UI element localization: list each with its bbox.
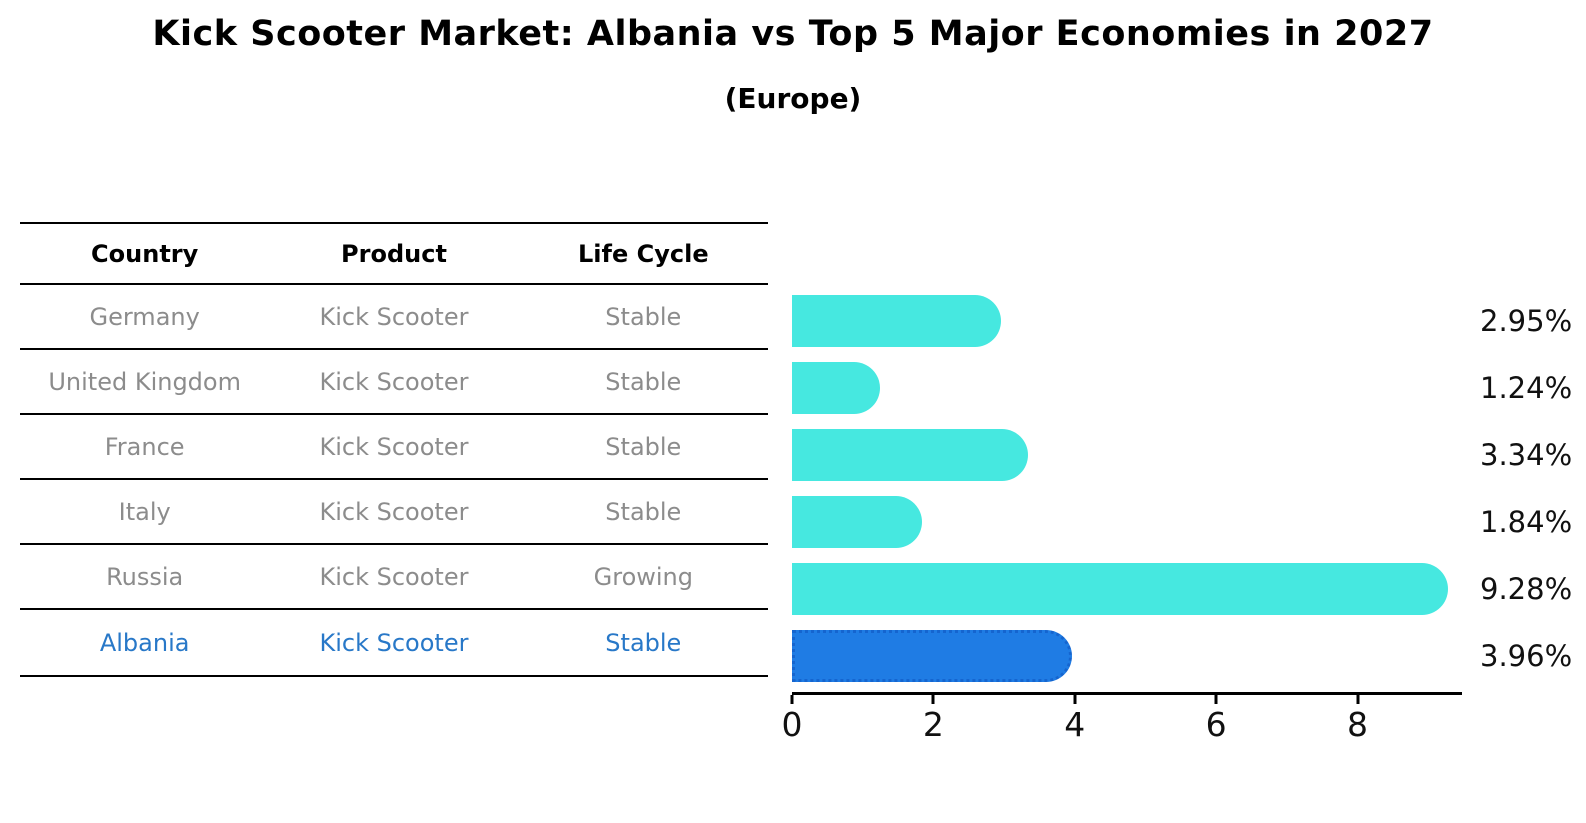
col-header-lifecycle: Life Cycle bbox=[578, 239, 709, 268]
cell-lifecycle: Growing bbox=[593, 562, 693, 591]
bar-germany bbox=[792, 294, 1001, 347]
x-axis-ticks: 0 2 4 6 8 bbox=[782, 695, 1460, 755]
value-label-france: 3.34% bbox=[1480, 437, 1573, 472]
x-axis-tick: 6 bbox=[1206, 695, 1227, 744]
table-row-germany: Germany Kick Scooter Stable bbox=[20, 285, 768, 350]
bar-row-france: 3.34% bbox=[792, 421, 1586, 488]
cell-lifecycle: Stable bbox=[605, 432, 682, 461]
value-label-russia: 9.28% bbox=[1480, 571, 1573, 606]
table-row-italy: Italy Kick Scooter Stable bbox=[20, 480, 768, 545]
cell-lifecycle: Stable bbox=[605, 628, 682, 657]
tick-mark bbox=[1214, 695, 1218, 704]
cell-product: Kick Scooter bbox=[319, 497, 469, 526]
plot-area bbox=[792, 488, 1460, 555]
cell-lifecycle: Stable bbox=[605, 367, 682, 396]
col-header-country: Country bbox=[91, 239, 199, 268]
cell-lifecycle: Stable bbox=[605, 302, 682, 331]
table-row-albania: Albania Kick Scooter Stable bbox=[20, 610, 768, 675]
value-label-united-kingdom: 1.24% bbox=[1480, 370, 1573, 405]
cell-country: United Kingdom bbox=[48, 367, 241, 396]
x-axis-tick: 4 bbox=[1064, 695, 1085, 744]
cell-product: Kick Scooter bbox=[319, 628, 469, 657]
bar-row-albania: 3.96% bbox=[792, 622, 1586, 689]
plot-area bbox=[792, 421, 1460, 488]
cell-country: Italy bbox=[118, 497, 171, 526]
tick-mark bbox=[1356, 695, 1359, 704]
bar-france bbox=[792, 428, 1029, 481]
tick-label: 2 bbox=[922, 705, 944, 744]
bar-row-united-kingdom: 1.24% bbox=[792, 354, 1586, 421]
bar-row-italy: 1.84% bbox=[792, 488, 1586, 555]
value-label-italy: 1.84% bbox=[1480, 504, 1573, 539]
value-label-albania: 3.96% bbox=[1480, 638, 1573, 673]
tick-label: 6 bbox=[1205, 705, 1227, 744]
cell-product: Kick Scooter bbox=[319, 562, 469, 591]
cell-product: Kick Scooter bbox=[319, 367, 469, 396]
bar-row-germany: 2.95% bbox=[792, 287, 1586, 354]
bar-russia bbox=[792, 562, 1448, 615]
x-axis-tick: 0 bbox=[782, 695, 803, 744]
cell-product: Kick Scooter bbox=[319, 302, 469, 331]
cell-country: Germany bbox=[89, 302, 200, 331]
x-axis-tick: 8 bbox=[1347, 695, 1368, 744]
tick-mark bbox=[931, 695, 935, 704]
tick-label: 0 bbox=[781, 705, 803, 744]
bar-united-kingdom bbox=[792, 361, 880, 414]
plot-area bbox=[792, 555, 1460, 622]
bar-albania-highlighted bbox=[792, 629, 1072, 682]
bar-italy bbox=[792, 495, 923, 548]
table-row-united-kingdom: United Kingdom Kick Scooter Stable bbox=[20, 350, 768, 415]
table-row-russia: Russia Kick Scooter Growing bbox=[20, 545, 768, 610]
chart-title: Kick Scooter Market: Albania vs Top 5 Ma… bbox=[152, 14, 1434, 54]
tick-label: 8 bbox=[1347, 705, 1368, 744]
cell-country: France bbox=[104, 432, 185, 461]
country-table: Country Product Life Cycle Germany Kick … bbox=[20, 222, 768, 677]
plot-area bbox=[792, 354, 1460, 421]
x-axis-tick: 2 bbox=[923, 695, 944, 744]
cell-product: Kick Scooter bbox=[319, 432, 469, 461]
tick-mark bbox=[1073, 695, 1077, 704]
tick-label: 4 bbox=[1064, 705, 1086, 744]
cell-lifecycle: Stable bbox=[605, 497, 682, 526]
plot-area bbox=[792, 287, 1460, 354]
cell-country: Albania bbox=[99, 628, 190, 657]
plot-area bbox=[792, 622, 1460, 689]
chart-subtitle: (Europe) bbox=[724, 82, 862, 115]
table-header-row: Country Product Life Cycle bbox=[20, 224, 768, 285]
bar-row-russia: 9.28% bbox=[792, 555, 1586, 622]
tick-mark bbox=[790, 695, 794, 704]
bar-chart-area: 2.95% 1.24% 3.34% 1.84% 9.28% 3.96% bbox=[792, 287, 1586, 689]
table-row-france: France Kick Scooter Stable bbox=[20, 415, 768, 480]
cell-country: Russia bbox=[106, 562, 184, 591]
value-label-germany: 2.95% bbox=[1480, 303, 1573, 338]
x-axis-line bbox=[792, 692, 1462, 695]
col-header-product: Product bbox=[341, 239, 447, 268]
